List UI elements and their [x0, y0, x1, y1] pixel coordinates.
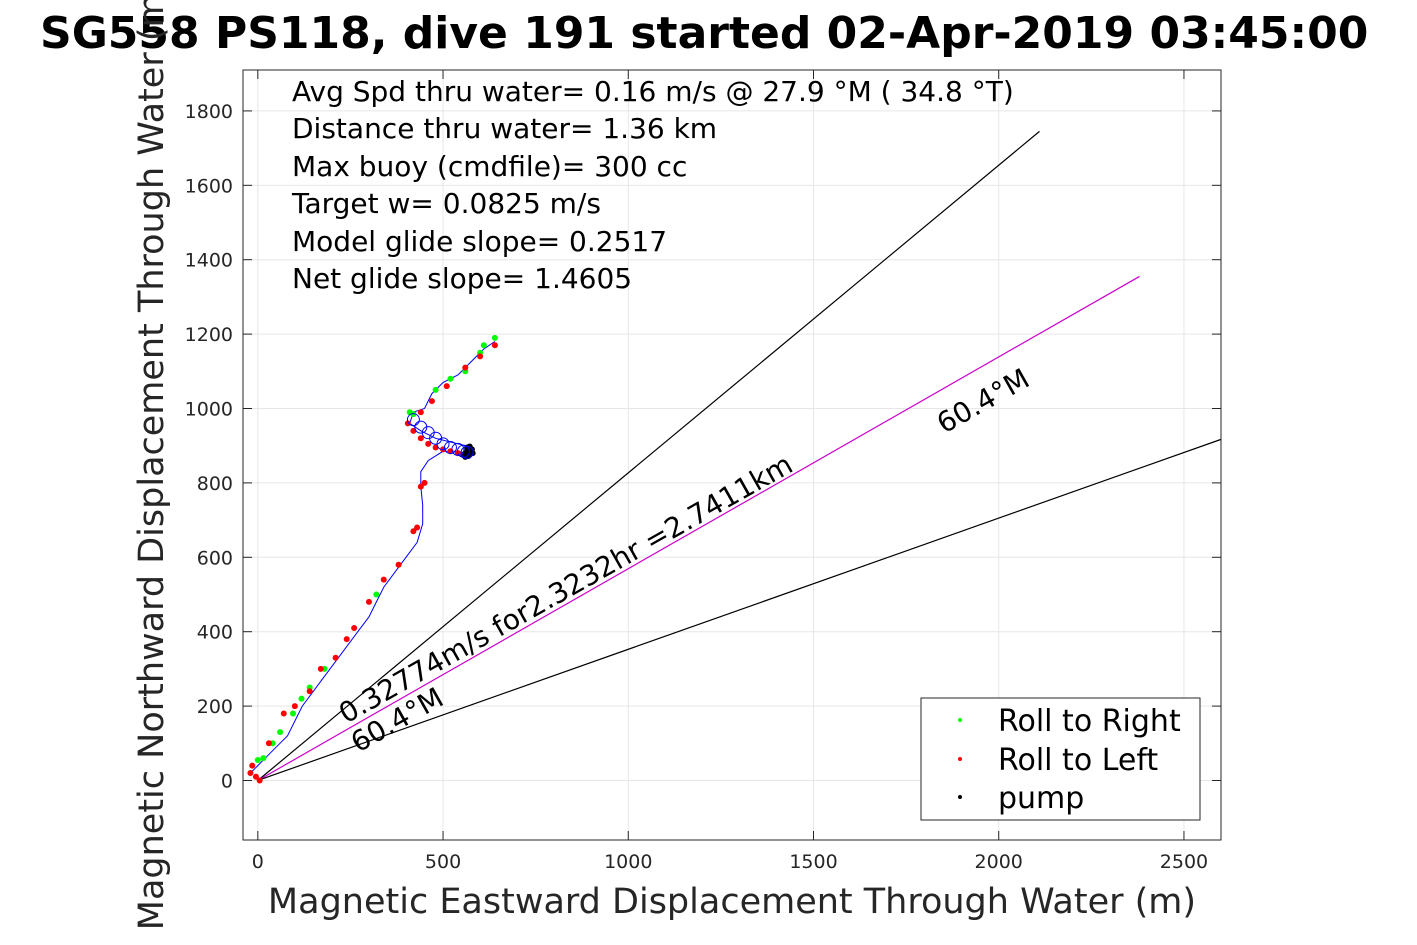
y-tick-label: 0 [221, 770, 233, 792]
series-1-point [291, 703, 298, 710]
series-1-point [462, 364, 469, 371]
line-current [257, 275, 1140, 782]
y-tick-label: 800 [197, 473, 233, 495]
legend-marker-pump [958, 795, 962, 799]
series-1-point [351, 624, 358, 631]
series-1-point [491, 342, 498, 349]
series-1-point [343, 636, 350, 643]
reference-lines [257, 130, 1222, 782]
annotation-max-buoy: Max buoy (cmdfile)= 300 cc [292, 150, 687, 183]
series-1-point [414, 524, 421, 531]
annotation-model-glide: Model glide slope= 0.2517 [292, 225, 667, 258]
x-tick-label: 0 [252, 851, 264, 873]
series-1-point [417, 409, 424, 416]
series-0-point [432, 386, 439, 393]
y-tick-label: 400 [197, 622, 233, 644]
series-1-point [306, 688, 313, 695]
series-1-point [249, 762, 256, 769]
series-1-point [380, 576, 387, 583]
y-tick-label: 1800 [185, 101, 233, 123]
series-1-point [317, 665, 324, 672]
series-3-point [451, 442, 465, 456]
series-0-point [254, 757, 261, 764]
series-0-point [480, 342, 487, 349]
legend-label-pump: pump [998, 781, 1084, 816]
series-0-point [373, 591, 380, 598]
legend-box [920, 697, 1201, 821]
series-1-point [365, 598, 372, 605]
series-layer [247, 334, 498, 784]
series-1-point [256, 777, 263, 784]
series-1-point [443, 383, 450, 390]
series-1-point [410, 528, 417, 535]
annotation-distance: Distance thru water= 1.36 km [292, 112, 717, 145]
y-tick-label: 1400 [185, 250, 233, 272]
x-tick-label: 1500 [789, 851, 837, 873]
plot-frame [242, 69, 1222, 841]
series-0-point [491, 334, 498, 341]
series-1-point [265, 740, 272, 747]
line-boundary-lower [257, 438, 1222, 782]
series-1-point [477, 353, 484, 360]
x-tick-label: 2500 [1160, 851, 1208, 873]
y-tick-label: 1600 [185, 175, 233, 197]
y-tick-label: 200 [197, 696, 233, 718]
series-0-point [260, 755, 267, 762]
series-1-point [247, 770, 254, 777]
y-axis-label: Magnetic Northward Displacement Through … [132, 0, 172, 930]
axis-ticks: 0 500 1000 1500 2000 2500 0 200 400 600 800 1000 120… [185, 70, 1221, 873]
series-1-point [404, 420, 411, 427]
series-1-point [280, 710, 287, 717]
series-1-point [332, 654, 339, 661]
series-1-point [417, 483, 424, 490]
series-1-point [428, 398, 435, 405]
x-axis-label: Magnetic Eastward Displacement Through W… [268, 882, 1196, 922]
legend-label-roll-left: Roll to Left [998, 743, 1158, 778]
x-tick-label: 1000 [604, 851, 652, 873]
y-tick-label: 600 [197, 547, 233, 569]
x-tick-label: 2000 [975, 851, 1023, 873]
series-0-point [298, 695, 305, 702]
series-3-point [436, 437, 450, 451]
legend-marker-roll-right [958, 718, 962, 722]
chart-title: SG558 PS118, dive 191 started 02-Apr-201… [40, 8, 1368, 59]
series-1-point [417, 435, 424, 442]
y-tick-label: 1000 [185, 399, 233, 421]
series-0-point [277, 729, 284, 736]
series-3-point [460, 445, 474, 459]
annotation-net-glide: Net glide slope= 1.4605 [292, 262, 632, 295]
series-1-point [421, 479, 428, 486]
series-1-point [252, 773, 259, 780]
series-3-point [443, 441, 457, 455]
line-boundary-upper [257, 130, 1040, 781]
annotation-target-w: Target w= 0.0825 m/s [291, 187, 601, 220]
x-tick-label: 500 [425, 851, 461, 873]
legend-label-roll-right: Roll to Right [998, 704, 1181, 739]
annotation-avg-speed: Avg Spd thru water= 0.16 m/s @ 27.9 °M (… [292, 75, 1014, 108]
series-3-point [406, 413, 420, 427]
annotation-block: Avg Spd thru water= 0.16 m/s @ 27.9 °M (… [291, 75, 1014, 295]
series-0-point [290, 710, 297, 717]
series-1-point [425, 440, 432, 447]
series-1-point [395, 561, 402, 568]
series-0-point [447, 375, 454, 382]
legend: Roll to Right Roll to Left pump [920, 697, 1201, 821]
y-tick-label: 1200 [185, 324, 233, 346]
legend-marker-roll-left [958, 757, 962, 761]
